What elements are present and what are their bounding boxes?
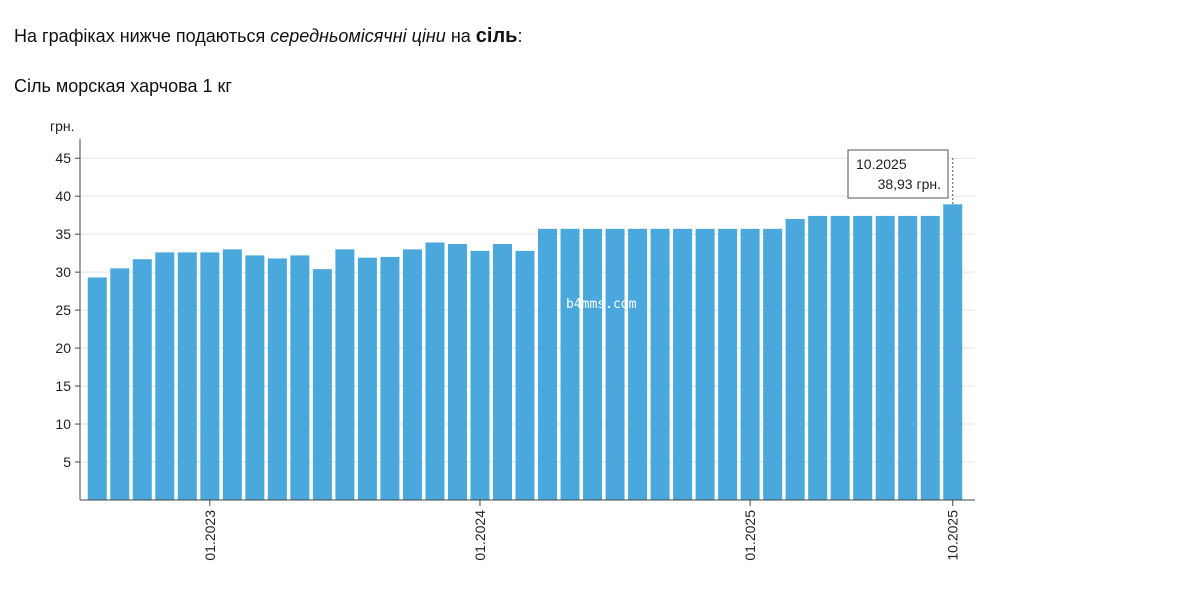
bar bbox=[628, 228, 648, 500]
y-tick-label: 40 bbox=[55, 188, 71, 204]
bar bbox=[650, 228, 670, 500]
bar bbox=[402, 249, 422, 500]
tooltip-value: 38,93 грн. bbox=[878, 176, 941, 192]
bar bbox=[560, 228, 580, 500]
heading-text: сіль bbox=[476, 25, 518, 47]
heading: На графіках нижче подаються середньоміся… bbox=[14, 25, 522, 47]
heading-text: : bbox=[517, 26, 522, 46]
y-tick-label: 5 bbox=[63, 454, 71, 470]
y-tick-label: 25 bbox=[55, 302, 71, 318]
bar bbox=[853, 215, 873, 501]
bar bbox=[222, 249, 242, 500]
tooltip-category: 10.2025 bbox=[856, 156, 907, 172]
watermark: b4mms.com bbox=[566, 297, 637, 312]
bar bbox=[898, 215, 918, 501]
bar bbox=[177, 252, 197, 500]
y-axis-label: грн. bbox=[50, 118, 75, 134]
bar bbox=[155, 252, 175, 500]
y-tick-label: 30 bbox=[55, 264, 71, 280]
tooltip-box bbox=[847, 149, 949, 199]
bar bbox=[673, 228, 693, 500]
x-tick-label: 01.2025 bbox=[742, 510, 758, 561]
y-tick-label: 15 bbox=[55, 378, 71, 394]
x-tick-label: 10.2025 bbox=[945, 510, 961, 561]
bar bbox=[132, 259, 152, 500]
bar bbox=[695, 228, 715, 500]
bar bbox=[245, 255, 265, 500]
bar bbox=[740, 228, 760, 500]
bar bbox=[605, 228, 625, 500]
bar bbox=[380, 256, 400, 500]
x-tick-label: 01.2024 bbox=[472, 510, 488, 561]
bar bbox=[470, 250, 490, 500]
bar bbox=[267, 258, 287, 500]
y-tick-label: 35 bbox=[55, 226, 71, 242]
y-tick-label: 20 bbox=[55, 340, 71, 356]
bar bbox=[425, 242, 445, 500]
chart-title: Сіль морская харчова 1 кг bbox=[14, 76, 232, 96]
bar bbox=[335, 249, 355, 500]
bar bbox=[920, 215, 940, 501]
bar bbox=[830, 215, 850, 501]
bar bbox=[447, 244, 467, 500]
x-tick-label: 01.2023 bbox=[202, 510, 218, 561]
bar bbox=[312, 269, 332, 500]
y-tick-label: 10 bbox=[55, 416, 71, 432]
bar bbox=[763, 228, 783, 500]
bar bbox=[943, 204, 963, 500]
bar bbox=[808, 215, 828, 501]
bar bbox=[290, 255, 310, 500]
y-tick-label: 45 bbox=[55, 150, 71, 166]
bar bbox=[785, 218, 805, 500]
bar bbox=[357, 257, 377, 500]
bar bbox=[515, 250, 535, 500]
heading-text: на bbox=[446, 26, 476, 46]
bar bbox=[492, 244, 512, 500]
bar bbox=[200, 252, 220, 500]
bar bbox=[718, 228, 738, 500]
heading-text: На графіках нижче подаються bbox=[14, 26, 270, 46]
bar bbox=[87, 277, 107, 500]
bar bbox=[875, 215, 895, 501]
bar bbox=[538, 228, 558, 500]
bar bbox=[583, 228, 603, 500]
bar bbox=[110, 268, 130, 500]
heading-text: середньомісячні ціни bbox=[270, 26, 446, 46]
